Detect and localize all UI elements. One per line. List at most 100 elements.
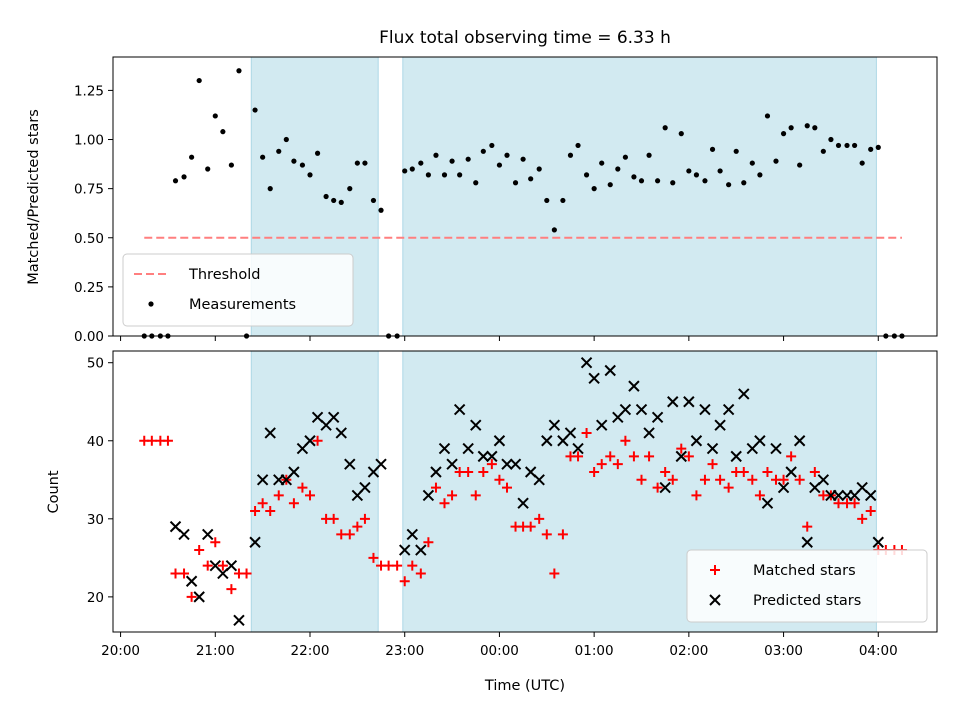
predicted-star-point <box>564 427 577 439</box>
predicted-star-point <box>477 450 490 463</box>
predicted-star-point <box>596 419 608 431</box>
predicted-star-point <box>580 357 593 369</box>
measurement-point <box>567 152 574 158</box>
matched-star-point <box>809 466 820 477</box>
matched-star-point <box>312 435 323 446</box>
measurement-point <box>852 142 858 149</box>
measurement-point <box>702 178 708 184</box>
matched-star-point <box>612 459 623 470</box>
matched-star-point <box>794 474 805 485</box>
matched-star-point <box>423 537 434 548</box>
measurement-point <box>354 160 360 166</box>
predicted-star-point <box>793 435 806 447</box>
matched-star-point <box>430 482 441 493</box>
measurement-point <box>733 148 739 154</box>
predicted-star-point <box>193 591 205 603</box>
matched-star-point <box>652 482 663 493</box>
measurement-point <box>835 142 842 149</box>
measurement-point <box>812 125 818 131</box>
matched-star-point <box>344 529 355 540</box>
matched-star-point <box>676 443 687 454</box>
measurement-point <box>314 150 321 156</box>
predicted-star-point <box>288 466 300 478</box>
predicted-star-point <box>706 442 719 455</box>
matched-star-point <box>715 474 726 485</box>
matched-star-point <box>226 584 237 595</box>
matched-star-point <box>210 537 221 548</box>
measurement-point <box>749 160 755 166</box>
matched-star-point <box>786 451 797 462</box>
predicted-star-point <box>509 458 522 470</box>
matched-star-point <box>644 451 655 462</box>
matched-star-point <box>541 529 552 540</box>
predicted-star-point <box>517 497 529 509</box>
predicted-star-point <box>667 396 679 408</box>
bottom-series-predicted-stars <box>169 357 884 626</box>
measurement-point <box>599 160 605 166</box>
measurement-point <box>520 156 526 162</box>
x-tick-label: 00:00 <box>480 643 519 659</box>
matched-star-point <box>478 466 489 477</box>
matched-star-point <box>470 490 481 501</box>
predicted-star-point <box>572 442 584 455</box>
predicted-star-point <box>430 466 442 478</box>
measurement-point <box>409 166 415 172</box>
predicted-star-point <box>817 474 830 486</box>
matched-star-point <box>186 591 197 602</box>
chart-title: Flux total observing time = 6.33 h <box>379 28 671 48</box>
matched-star-point <box>415 568 426 579</box>
predicted-star-point <box>462 442 474 455</box>
matched-star-point <box>463 466 474 477</box>
measurement-point <box>844 142 850 149</box>
predicted-star-point <box>754 435 766 447</box>
measurement-point <box>449 158 455 164</box>
predicted-star-point <box>304 435 316 447</box>
matched-star-point <box>194 545 205 556</box>
bottom-y-axis-label: Count <box>46 470 62 513</box>
measurement-point <box>331 197 337 204</box>
measurement-point <box>560 197 566 204</box>
matched-star-point <box>525 521 536 532</box>
matched-star-point <box>667 474 678 485</box>
measurement-point <box>347 186 353 192</box>
matched-star-point <box>596 459 607 470</box>
predicted-star-point <box>761 497 774 509</box>
predicted-star-point <box>202 528 214 541</box>
bottom-axes-frame <box>112 350 938 633</box>
predicted-star-point <box>864 489 877 502</box>
predicted-star-point <box>233 614 245 626</box>
legend-label: Matched stars <box>753 563 856 579</box>
matched-star-point <box>833 498 844 509</box>
matched-star-point <box>802 521 813 532</box>
predicted-star-point <box>699 403 711 416</box>
measurement-point <box>299 162 306 168</box>
matched-star-point <box>392 560 403 571</box>
matched-star-point <box>336 529 347 540</box>
top-y-tick-label: 1.25 <box>74 83 104 99</box>
matched-star-point <box>273 490 284 501</box>
bottom-y-tick-label: 30 <box>87 512 104 528</box>
top-y-axis-label: Matched/Predicted stars <box>26 109 42 285</box>
matched-star-point <box>146 435 157 446</box>
matched-star-point <box>707 459 718 470</box>
measurement-point <box>473 180 479 186</box>
predicted-star-point <box>635 403 648 416</box>
measurement-point <box>575 142 581 149</box>
legend-matched-handle <box>710 565 720 575</box>
predicted-star-point <box>185 575 198 587</box>
predicted-star-point <box>683 396 695 408</box>
matched-star-point <box>620 435 631 446</box>
legend-predicted-handle <box>709 594 721 606</box>
matched-star-point <box>257 498 268 509</box>
predicted-star-point <box>225 559 238 572</box>
matched-star-point <box>534 513 545 524</box>
x-axis-label: Time (UTC) <box>484 678 565 694</box>
predicted-star-point <box>628 380 640 392</box>
top-axes-frame <box>112 56 938 337</box>
measurement-point <box>480 148 486 154</box>
measurement-point <box>496 162 503 168</box>
measurement-point <box>820 148 826 154</box>
matched-star-point <box>241 568 252 579</box>
matched-star-point <box>660 466 671 477</box>
